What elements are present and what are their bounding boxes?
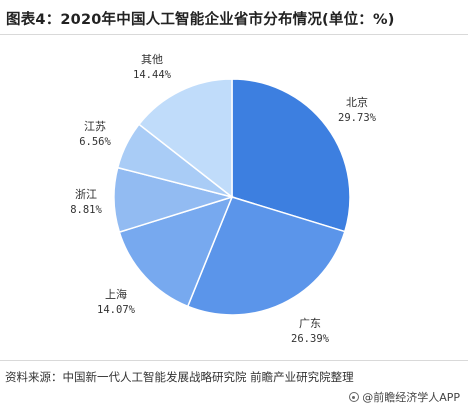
pie-labels: 北京 29.73% 广东 26.39% 上海 14.07% 浙江 8.81% 江苏 6.56% 其他… [70,53,376,345]
slice-label-1: 广东 [299,317,321,330]
slice-value-label-5: 14.44% [133,69,172,81]
brand-logo-icon [349,392,360,402]
pie-slices [113,78,351,316]
slice-value-label-2: 14.07% [97,304,136,316]
brand-credit: @前瞻经济学人APP [349,389,460,405]
slice-label-4: 江苏 [84,120,106,133]
slice-label-3: 浙江 [75,188,97,201]
slice-label-5: 其他 [141,53,163,66]
slice-value-label-1: 26.39% [291,333,330,345]
footer-divider [0,360,468,361]
slice-label-0: 北京 [346,95,368,109]
chart-title: 图表4：2020年中国人工智能企业省市分布情况(单位：%) [6,12,395,28]
pie-slice-2 [118,195,234,308]
pie-slice-5 [137,78,233,199]
slice-value-label-3: 8.81% [70,204,102,216]
slice-label-2: 上海 [105,287,127,301]
brand-text: @前瞻经济学人APP [362,391,460,404]
pie-slice-0 [231,78,351,233]
slice-value-label-4: 6.56% [79,136,111,148]
source-note: 资料来源：中国新一代人工智能发展战略研究院 前瞻产业研究院整理 [5,370,354,384]
pie-slice-1 [186,196,346,316]
slice-value-label-0: 29.73% [338,112,377,124]
title-divider [0,34,468,35]
